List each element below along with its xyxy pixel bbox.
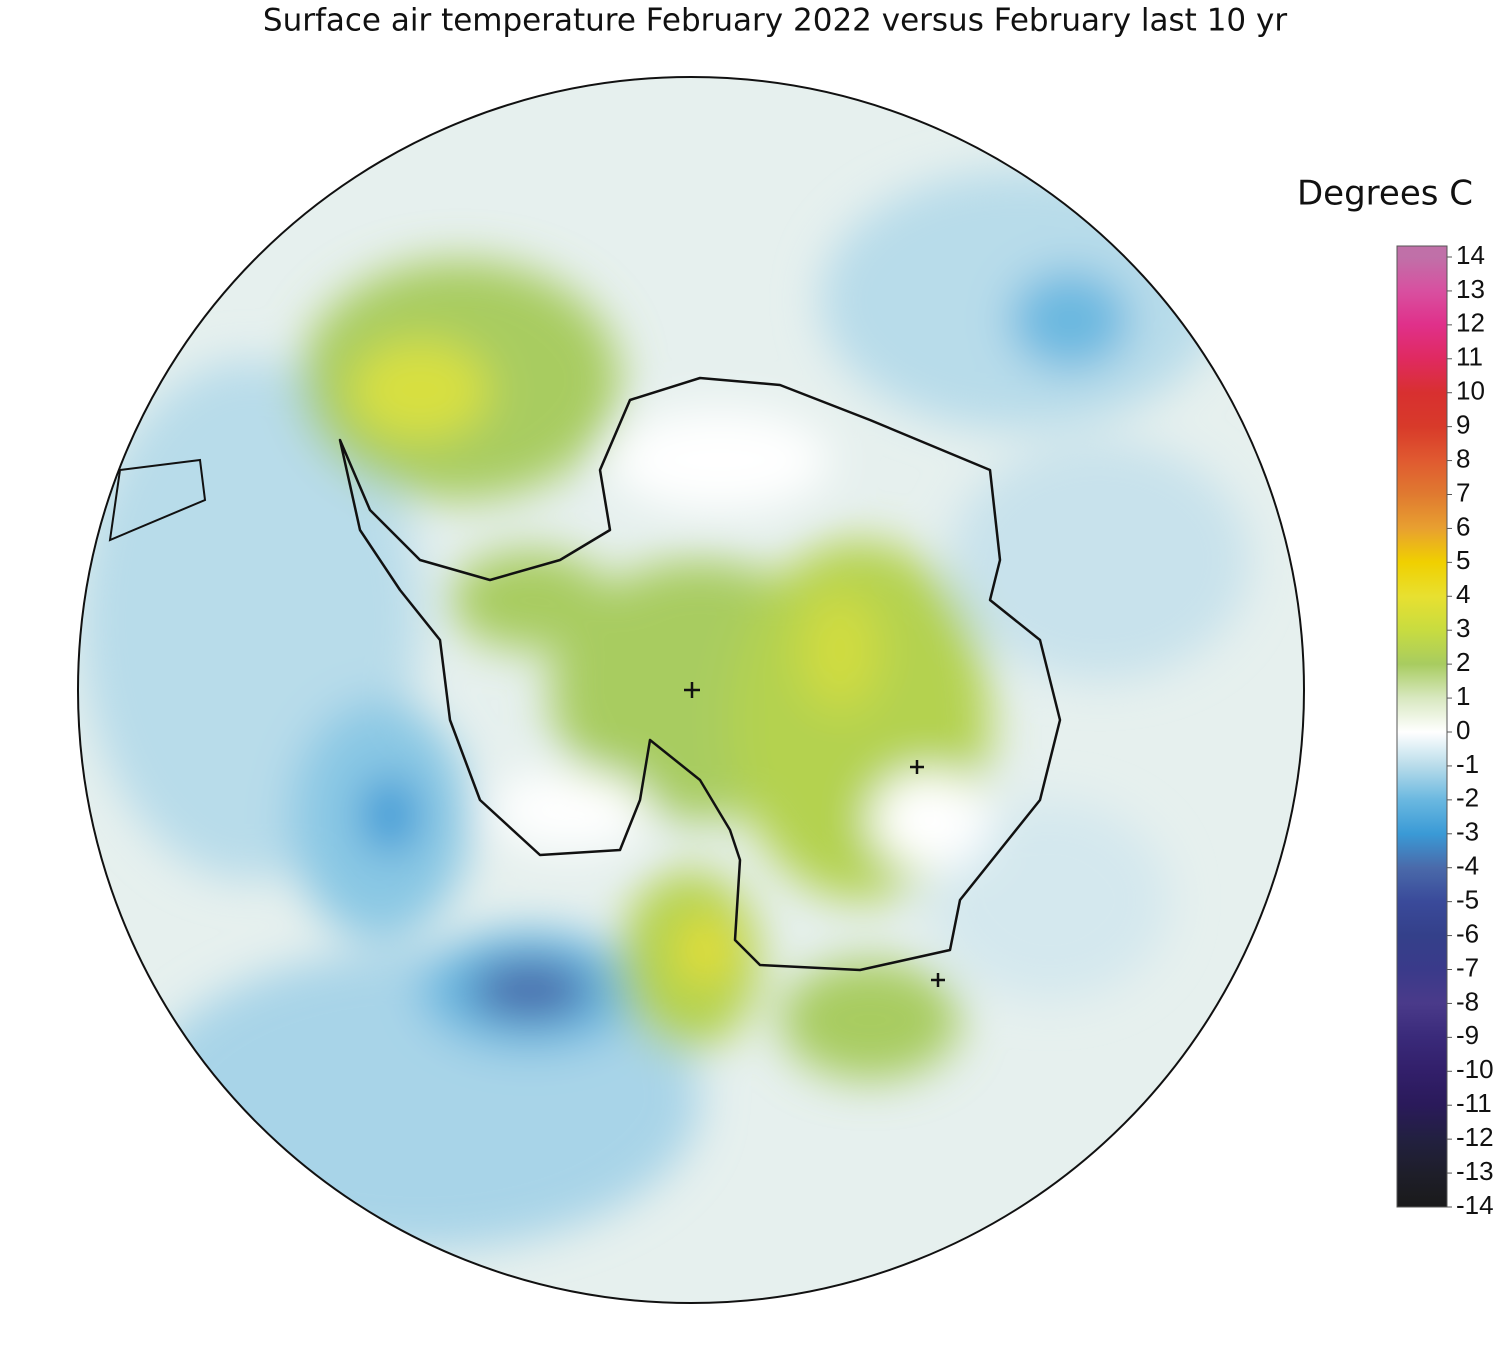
colorbar-tick-label: 7: [1456, 477, 1470, 507]
colorbar-tick-label: 5: [1456, 545, 1470, 575]
colorbar-tick-label: -3: [1456, 817, 1479, 847]
colorbar-tick-label: -14: [1456, 1190, 1494, 1220]
colorbar-tick-label: 11: [1456, 342, 1483, 372]
colorbar-tick-label: -10: [1456, 1054, 1494, 1084]
colorbar-tick-label: 0: [1456, 715, 1470, 745]
colorbar: [1396, 245, 1448, 1208]
colorbar-label: Degrees C: [1297, 174, 1473, 214]
colorbar-tick-label: -12: [1456, 1122, 1494, 1152]
colorbar-tick-label: -11: [1456, 1088, 1492, 1118]
colorbar-tick-label: -1: [1456, 749, 1479, 779]
colorbar-tick-label: -6: [1456, 918, 1479, 948]
colorbar-tick-label: -9: [1456, 1020, 1479, 1050]
colorbar-tick-label: 10: [1456, 376, 1485, 406]
colorbar-tick-label: 13: [1456, 274, 1485, 304]
map-border: [77, 76, 1305, 1304]
colorbar-tick-label: 14: [1456, 240, 1485, 270]
colorbar-tick-label: 3: [1456, 613, 1470, 643]
coastline: [338, 376, 1062, 972]
map-title: Surface air temperature February 2022 ve…: [263, 3, 1287, 39]
markers: [684, 682, 945, 987]
colorbar-tick-label: -2: [1456, 783, 1479, 813]
colorbar-tick-label: -5: [1456, 885, 1479, 915]
colorbar-tick-label: 2: [1456, 647, 1470, 677]
colorbar-tick-label: -13: [1456, 1156, 1494, 1186]
colorbar-tick-label: 12: [1456, 308, 1485, 338]
colorbar-tick-label: -4: [1456, 851, 1479, 881]
colorbar-tick-label: 4: [1456, 579, 1470, 609]
coastline: [108, 458, 207, 542]
colorbar-tick-label: 8: [1456, 443, 1470, 473]
colorbar-tick-label: 6: [1456, 511, 1470, 541]
colorbar-tick-label: -7: [1456, 952, 1479, 982]
colorbar-tick-label: -8: [1456, 986, 1479, 1016]
colorbar-tick-label: 1: [1456, 681, 1470, 711]
colorbar-tick-label: 9: [1456, 410, 1470, 440]
